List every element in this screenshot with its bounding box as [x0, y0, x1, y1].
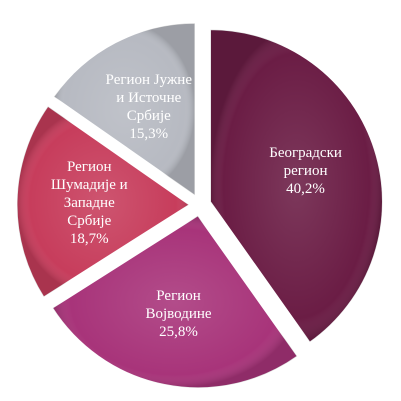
slice-label: Регион Војводине 25,8% — [133, 287, 225, 341]
category-label: Регион Јужне и Источне Србије — [105, 71, 192, 124]
slice-label: Регион Шумадије и Западне Србије 18,7% — [43, 158, 135, 248]
value-label: 18,7% — [69, 230, 109, 247]
value-label: 40,2% — [286, 181, 325, 198]
value-label: 25,8% — [159, 323, 198, 340]
category-label: Београдски регион — [269, 145, 342, 180]
value-label: 15,3% — [129, 125, 169, 142]
slice-label: Регион Јужне и Источне Србије 15,3% — [103, 71, 195, 143]
slice-label: Београдски регион 40,2% — [260, 144, 352, 198]
category-label: Регион Војводине — [145, 287, 212, 322]
category-label: Регион Шумадије и Западне Србије — [50, 158, 128, 229]
